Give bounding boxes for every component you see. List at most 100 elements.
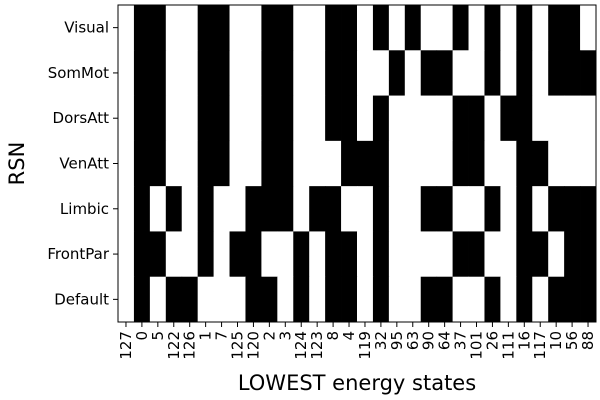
heatmap-cell-FrontPar-120: [245, 231, 262, 278]
heatmap-cell-Limbic-7: [213, 186, 230, 232]
heatmap-cell-SomMot-119: [357, 50, 374, 96]
heatmap-cell-SomMot-122: [165, 50, 183, 96]
heatmap-cell-Limbic-124: [293, 186, 310, 232]
heatmap-cell-Default-5: [149, 276, 167, 323]
heatmap-cell-FrontPar-3: [277, 231, 294, 278]
heatmap-cell-Visual-120: [245, 5, 262, 51]
y-axis-title: RSN: [5, 142, 29, 186]
heatmap-cell-Visual-90: [420, 5, 438, 51]
x-axis-ticks: 1270512212617125120231241238411932956390…: [117, 322, 597, 360]
heatmap-cell-Limbic-37: [452, 186, 469, 232]
x-tick-label: 32: [372, 331, 390, 350]
heatmap-cell-DorsAtt-16: [516, 95, 533, 142]
heatmap-cell-VenAtt-123: [309, 140, 326, 187]
heatmap-cell-FrontPar-88: [580, 231, 597, 278]
heatmap-cell-Visual-2: [261, 5, 278, 51]
heatmap-cell-FrontPar-0: [133, 231, 151, 278]
heatmap-cell-DorsAtt-125: [229, 95, 246, 142]
heatmap-cell-SomMot-88: [580, 50, 597, 96]
heatmap-cell-Limbic-90: [420, 186, 438, 232]
heatmap-cell-Visual-63: [404, 5, 422, 51]
x-tick-label: 127: [117, 331, 135, 360]
heatmap-cell-VenAtt-127: [118, 140, 135, 187]
heatmap-cell-Visual-26: [484, 5, 501, 51]
heatmap-cell-SomMot-101: [468, 50, 485, 96]
heatmap-cell-FrontPar-123: [309, 231, 326, 278]
heatmap-cell-Limbic-88: [580, 186, 597, 232]
y-tick-label: VenAtt: [59, 155, 109, 173]
heatmap-cell-FrontPar-37: [452, 231, 469, 278]
heatmap-cell-Limbic-95: [388, 186, 406, 232]
heatmap-cell-DorsAtt-0: [133, 95, 151, 142]
heatmap-cell-Visual-125: [229, 5, 246, 51]
heatmap-cell-Limbic-101: [468, 186, 485, 232]
heatmap-cell-DorsAtt-123: [309, 95, 326, 142]
heatmap-cell-Visual-32: [372, 5, 390, 51]
heatmap-cell-Default-10: [548, 276, 565, 323]
heatmap-cell-VenAtt-26: [484, 140, 501, 187]
y-tick-label: SomMot: [48, 64, 109, 82]
heatmap-cell-VenAtt-119: [357, 140, 374, 187]
heatmap-cell-Default-119: [357, 276, 374, 323]
heatmap-cell-SomMot-111: [500, 50, 517, 96]
heatmap-cell-VenAtt-37: [452, 140, 469, 187]
heatmap-cell-DorsAtt-101: [468, 95, 485, 142]
heatmap-cell-Visual-16: [516, 5, 533, 51]
heatmap-cell-DorsAtt-32: [372, 95, 390, 142]
x-tick-label: 126: [181, 331, 199, 360]
heatmap-cell-Visual-7: [213, 5, 230, 51]
x-tick-label: 37: [452, 331, 470, 350]
heatmap-cell-SomMot-16: [516, 50, 533, 96]
heatmap-cell-DorsAtt-90: [420, 95, 438, 142]
heatmap-cell-FrontPar-125: [229, 231, 246, 278]
heatmap-cell-Default-90: [420, 276, 438, 323]
heatmap-cell-VenAtt-122: [165, 140, 183, 187]
heatmap-cell-Limbic-127: [118, 186, 135, 232]
heatmap-cell-Limbic-26: [484, 186, 501, 232]
heatmap-cell-DorsAtt-63: [404, 95, 422, 142]
heatmap-cell-Default-88: [580, 276, 597, 323]
heatmap-cell-Visual-0: [133, 5, 151, 51]
heatmap-cell-Limbic-111: [500, 186, 517, 232]
heatmap-cell-DorsAtt-111: [500, 95, 517, 142]
heatmap-cell-Limbic-117: [532, 186, 549, 232]
heatmap-cell-VenAtt-120: [245, 140, 262, 187]
heatmap-cell-VenAtt-126: [181, 140, 199, 187]
x-tick-label: 101: [468, 331, 486, 360]
heatmap-cell-Default-1: [197, 276, 214, 323]
heatmap-cell-FrontPar-5: [149, 231, 167, 278]
heatmap-cell-Default-120: [245, 276, 262, 323]
heatmap-cell-Limbic-120: [245, 186, 262, 232]
heatmap-cell-DorsAtt-3: [277, 95, 294, 142]
x-tick-label: 10: [547, 331, 565, 350]
heatmap-cell-VenAtt-32: [372, 140, 390, 187]
heatmap-cell-Default-117: [532, 276, 549, 323]
heatmap-cell-Limbic-8: [325, 186, 342, 232]
heatmap-cell-Visual-111: [500, 5, 517, 51]
y-tick-label: FrontPar: [47, 245, 110, 263]
heatmap-cell-FrontPar-2: [261, 231, 278, 278]
heatmap-cell-VenAtt-0: [133, 140, 151, 187]
heatmap-cell-Visual-101: [468, 5, 485, 51]
heatmap-cell-VenAtt-124: [293, 140, 310, 187]
heatmap-cell-DorsAtt-10: [548, 95, 565, 142]
heatmap-cell-VenAtt-88: [580, 140, 597, 187]
x-tick-label: 8: [324, 331, 342, 341]
heatmap-cell-Default-2: [261, 276, 278, 323]
heatmap-cell-Default-125: [229, 276, 246, 323]
heatmap-cell-Default-4: [341, 276, 358, 323]
heatmap-cell-FrontPar-56: [564, 231, 581, 278]
heatmap-cell-VenAtt-64: [436, 140, 453, 187]
heatmap-cell-FrontPar-10: [548, 231, 565, 278]
heatmap-cell-Limbic-119: [357, 186, 374, 232]
heatmap-cell-FrontPar-127: [118, 231, 135, 278]
heatmap-cell-SomMot-1: [197, 50, 214, 96]
heatmap-cell-SomMot-2: [261, 50, 278, 96]
heatmap-cell-FrontPar-63: [404, 231, 422, 278]
heatmap-cell-SomMot-126: [181, 50, 199, 96]
heatmap-cell-SomMot-64: [436, 50, 453, 96]
y-tick-label: DorsAtt: [53, 109, 110, 127]
heatmap-cell-Default-63: [404, 276, 422, 323]
y-axis-ticks: Visual SomMot DorsAtt VenAtt Limbic FrontPar D…: [47, 19, 118, 308]
heatmap-cell-SomMot-4: [341, 50, 358, 96]
